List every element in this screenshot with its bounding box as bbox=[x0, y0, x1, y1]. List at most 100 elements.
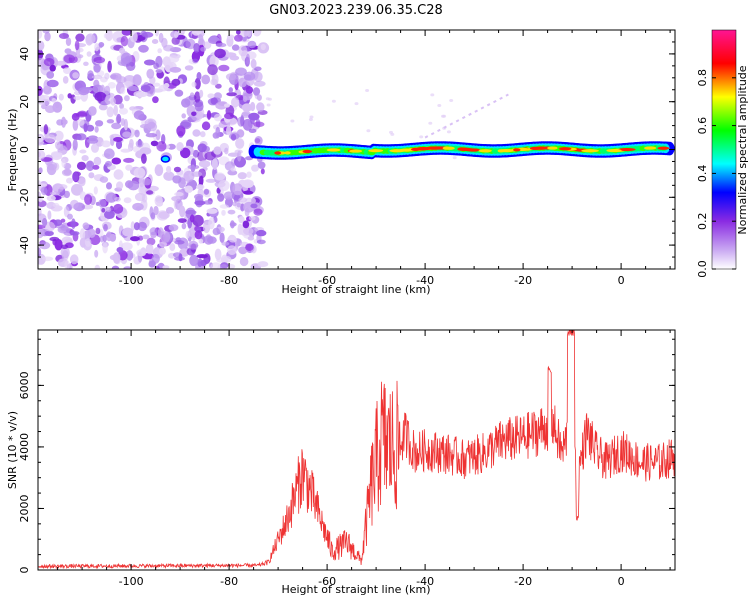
noise-speckle bbox=[198, 238, 204, 244]
noise-speckle bbox=[234, 34, 243, 42]
noise-speckle bbox=[256, 229, 267, 237]
noise-speckle bbox=[53, 130, 64, 142]
noise-speckle bbox=[229, 237, 237, 243]
noise-speckle bbox=[243, 190, 254, 195]
noise-speckle bbox=[242, 220, 250, 229]
noise-speckle bbox=[86, 51, 92, 57]
noise-speckle-faint bbox=[452, 156, 457, 160]
noise-speckle bbox=[66, 177, 73, 184]
snr-x-tick-label: -60 bbox=[318, 575, 336, 588]
noise-speckle bbox=[250, 58, 257, 69]
band-peak bbox=[547, 146, 558, 150]
noise-speckle bbox=[98, 42, 105, 48]
noise-speckle bbox=[238, 197, 248, 203]
noise-speckle bbox=[250, 197, 256, 205]
noise-speckle bbox=[129, 138, 134, 148]
noise-speckle bbox=[153, 62, 160, 69]
noise-speckle bbox=[63, 54, 75, 64]
noise-speckle bbox=[102, 242, 108, 254]
noise-speckle bbox=[134, 129, 140, 138]
noise-speckle bbox=[219, 264, 228, 269]
noise-speckle bbox=[174, 240, 185, 245]
noise-speckle bbox=[163, 171, 175, 181]
noise-speckle bbox=[239, 256, 249, 267]
noise-speckle bbox=[121, 30, 132, 36]
band-peak bbox=[657, 146, 670, 150]
band-peak bbox=[529, 146, 541, 150]
noise-speckle bbox=[206, 110, 212, 120]
noise-speckle bbox=[162, 265, 170, 269]
band-peak bbox=[457, 147, 474, 151]
noise-speckle bbox=[238, 77, 248, 88]
noise-speckle bbox=[153, 205, 159, 216]
noise-speckle bbox=[103, 148, 115, 159]
noise-speckle bbox=[103, 32, 112, 39]
noise-speckle bbox=[235, 138, 245, 149]
noise-speckle bbox=[260, 168, 265, 175]
noise-speckle bbox=[194, 230, 203, 240]
noise-speckle bbox=[107, 82, 116, 89]
noise-speckle bbox=[47, 210, 52, 220]
noise-speckle bbox=[236, 202, 242, 208]
noise-speckle bbox=[42, 256, 54, 262]
noise-speckle bbox=[144, 118, 157, 128]
noise-speckle bbox=[63, 168, 72, 176]
snr-y-label: SNR (10 * v/v) bbox=[6, 411, 19, 489]
band-peak bbox=[497, 149, 505, 153]
noise-speckle bbox=[155, 129, 161, 141]
noise-speckle bbox=[149, 206, 154, 218]
noise-speckle bbox=[207, 236, 217, 244]
noise-speckle bbox=[194, 101, 204, 112]
noise-speckle bbox=[81, 155, 89, 162]
noise-speckle bbox=[142, 234, 150, 240]
noise-speckle bbox=[190, 92, 195, 98]
spectrogram-y-tick-label: 20 bbox=[18, 95, 31, 109]
noise-speckle bbox=[253, 121, 265, 128]
noise-speckle bbox=[211, 158, 218, 171]
noise-speckle bbox=[52, 101, 63, 113]
noise-speckle bbox=[214, 248, 222, 261]
noise-speckle bbox=[127, 180, 140, 191]
spectrogram-y-tick-label: -20 bbox=[18, 188, 31, 206]
noise-speckle bbox=[126, 250, 134, 261]
spectrogram-y-tick-label: -40 bbox=[18, 236, 31, 254]
noise-speckle bbox=[44, 134, 57, 144]
noise-speckle bbox=[194, 200, 206, 206]
noise-speckle bbox=[46, 71, 55, 79]
noise-speckle bbox=[93, 64, 101, 73]
spectrogram-panel: -100 -80 -60 -40 -20 0 -40 -20 0 20 40 Height of … bbox=[6, 29, 676, 296]
noise-speckle bbox=[174, 89, 184, 97]
noise-speckle bbox=[123, 157, 135, 163]
noise-speckle bbox=[61, 158, 66, 168]
noise-speckle bbox=[179, 205, 186, 218]
noise-speckle bbox=[148, 260, 156, 268]
noise-speckle bbox=[85, 160, 95, 172]
noise-speckle bbox=[69, 254, 79, 265]
noise-speckle bbox=[44, 31, 51, 42]
noise-speckle bbox=[227, 209, 236, 215]
noise-speckle bbox=[221, 209, 226, 216]
noise-speckle bbox=[150, 140, 159, 147]
noise-speckle bbox=[60, 246, 70, 259]
noise-speckle bbox=[46, 161, 58, 171]
noise-speckle bbox=[116, 113, 122, 124]
noise-speckle bbox=[104, 72, 110, 80]
noise-speckle bbox=[123, 266, 132, 269]
noise-speckle bbox=[226, 34, 235, 40]
noise-speckle bbox=[196, 111, 204, 120]
band-peak bbox=[274, 151, 282, 155]
noise-speckle bbox=[94, 43, 100, 52]
noise-speckle bbox=[167, 55, 180, 63]
noise-speckle bbox=[107, 60, 112, 73]
noise-speckle bbox=[49, 191, 61, 196]
noise-speckle bbox=[95, 120, 104, 127]
noise-speckle bbox=[67, 213, 73, 220]
noise-speckle bbox=[191, 171, 203, 177]
noise-speckle bbox=[223, 255, 232, 263]
noise-speckle bbox=[65, 37, 72, 46]
noise-speckle bbox=[46, 195, 56, 202]
noise-speckle bbox=[215, 83, 222, 89]
noise-speckle bbox=[204, 151, 216, 161]
spectrogram-x-tick-label: -60 bbox=[318, 274, 336, 287]
noise-speckle bbox=[208, 217, 215, 230]
